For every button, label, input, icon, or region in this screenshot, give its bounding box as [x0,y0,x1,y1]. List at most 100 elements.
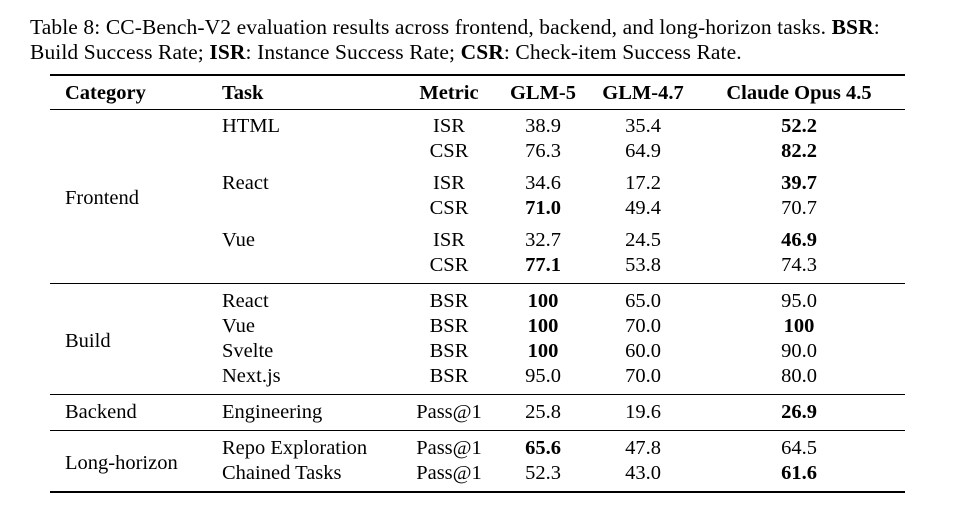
column-header-glm5: GLM-5 [493,75,593,110]
value-cell-glm5: 71.0 [525,197,561,219]
value-cell-opus: 100 [783,315,815,337]
metric-cell: BSR [429,340,469,362]
caption-text: Table 8: CC-Bench-V2 evaluation results … [30,15,832,39]
caption-line-1: Table 8: CC-Bench-V2 evaluation results … [30,15,932,40]
caption-text: : [873,15,880,39]
value-cell-opus: 39.7 [781,172,817,194]
value-cell-opus: 95.0 [693,283,905,314]
value-cell-glm5: 32.7 [525,229,561,251]
metric-cell: ISR [433,115,465,137]
task-cell: Vue [222,229,255,251]
metric-cell: ISR [433,229,465,251]
table-row: Vue BSR 100 70.0 100 [50,314,905,339]
metric-cell: ISR [433,172,465,194]
task-cell: Repo Exploration [222,430,405,461]
value-cell-glm47: 24.5 [625,229,661,251]
category-cell: Long-horizon [50,430,222,492]
value-cell-glm5: 100 [527,315,559,337]
table-row: Build React BSR 100 65.0 95.0 [50,283,905,395]
task-cell: React [222,283,405,314]
task-cell: Chained Tasks [222,462,342,484]
value-cell-glm47: 19.6 [593,394,693,431]
value-cell-glm47: 53.8 [625,254,661,276]
value-cell-glm47: 43.0 [625,462,661,484]
value-cell-opus: 90.0 [781,340,817,362]
task-cell: Svelte [222,340,274,362]
value-cell-glm5: 52.3 [525,462,561,484]
value-cell-opus: 26.9 [693,394,905,431]
value-cell-glm47: 49.4 [625,197,661,219]
table-row: Long-horizon Repo Exploration Pass@1 65.… [50,430,905,492]
caption-abbr-isr: ISR [209,40,246,64]
table-caption: Table 8: CC-Bench-V2 evaluation results … [30,15,932,65]
category-cell: Backend [50,394,222,431]
value-cell-glm47: 17.2 [625,172,661,194]
table-row: CSR 77.1 53.8 74.3 [50,253,905,284]
category-cell: Frontend [65,187,140,209]
column-header-glm47: GLM-4.7 [593,75,693,110]
caption-line-2: Build Success Rate; ISR: Instance Succes… [30,40,932,65]
value-cell-glm47: 47.8 [593,430,693,461]
table-row: CSR 71.0 49.4 70.7 [50,196,905,221]
value-cell-glm5: 95.0 [525,365,561,387]
metric-cell: BSR [429,365,469,387]
table-row: Frontend HTML ISR 38.9 35.4 52.2 [50,110,905,209]
table-row: Svelte BSR 100 60.0 90.0 [50,339,905,364]
table-row: CSR 76.3 64.9 82.2 [50,139,905,164]
table-row: Backend Engineering Pass@1 25.8 19.6 26.… [50,394,905,431]
value-cell-glm47: 60.0 [625,340,661,362]
header-row: Category Task Metric GLM-5 GLM-4.7 Claud… [50,75,905,110]
column-header-opus: Claude Opus 4.5 [693,75,905,110]
value-cell-glm5: 100 [527,340,559,362]
caption-text: Build Success Rate; [30,40,210,64]
value-cell-glm47: 70.0 [625,315,661,337]
caption-abbr-csr: CSR [460,40,504,64]
value-cell-glm47: 70.0 [625,365,661,387]
task-cell: Engineering [222,394,405,431]
metric-cell: CSR [429,140,469,162]
caption-text: : Check-item Success Rate. [503,40,742,64]
metric-cell: CSR [429,197,469,219]
column-header-task: Task [222,75,405,110]
column-header-category: Category [50,75,222,110]
table-body: Frontend HTML ISR 38.9 35.4 52.2 CSR 76.… [50,110,905,492]
value-cell-glm5: 77.1 [525,254,561,276]
value-cell-opus: 74.3 [781,254,817,276]
results-table: Category Task Metric GLM-5 GLM-4.7 Claud… [50,74,905,493]
task-cell: Next.js [222,365,281,387]
task-cell: HTML [222,115,281,137]
metric-cell: Pass@1 [405,430,493,461]
column-header-metric: Metric [405,75,493,110]
metric-cell: Pass@1 [416,462,482,484]
metric-cell: CSR [429,254,469,276]
value-cell-glm5: 25.8 [493,394,593,431]
table-row: React ISR 34.6 17.2 39.7 [50,164,905,196]
category-cell: Build [50,283,222,395]
value-cell-opus: 61.6 [781,462,817,484]
table-row: Chained Tasks Pass@1 52.3 43.0 61.6 [50,461,905,492]
value-cell-opus: 46.9 [781,229,817,251]
value-cell-glm5: 76.3 [525,140,561,162]
value-cell-glm47: 65.0 [593,283,693,314]
task-cell: React [222,172,269,194]
table-row: Next.js BSR 95.0 70.0 80.0 [50,364,905,395]
value-cell-glm5: 34.6 [525,172,561,194]
value-cell-glm47: 35.4 [625,115,661,137]
value-cell-opus: 82.2 [781,140,817,162]
value-cell-glm5: 65.6 [493,430,593,461]
metric-cell: BSR [429,315,469,337]
value-cell-opus: 64.5 [693,430,905,461]
metric-cell: Pass@1 [405,394,493,431]
value-cell-glm5: 38.9 [525,115,561,137]
task-cell: Vue [222,315,255,337]
value-cell-glm47: 64.9 [625,140,661,162]
value-cell-opus: 70.7 [781,197,817,219]
table-header: Category Task Metric GLM-5 GLM-4.7 Claud… [50,75,905,110]
caption-abbr-bsr: BSR [831,15,874,39]
table-row: Vue ISR 32.7 24.5 46.9 [50,221,905,253]
value-cell-glm5: 100 [493,283,593,314]
caption-text: : Instance Success Rate; [245,40,461,64]
value-cell-opus: 52.2 [781,115,817,137]
metric-cell: BSR [405,283,493,314]
value-cell-opus: 80.0 [781,365,817,387]
